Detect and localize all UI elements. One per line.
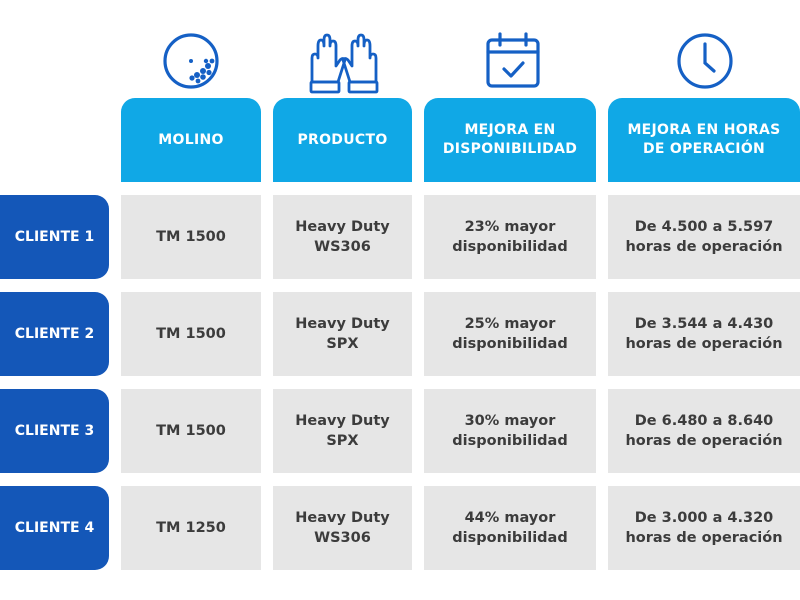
cell-disponibilidad: 23% mayor disponibilidad — [424, 195, 596, 279]
cell-disponibilidad: 25% mayor disponibilidad — [424, 292, 596, 376]
cell-molino: TM 1500 — [121, 292, 261, 376]
cell-text: De 6.480 a 8.640 horas de operación — [625, 413, 783, 449]
cell-text: De 3.544 a 4.430 horas de operación — [625, 316, 783, 352]
cell-disponibilidad: 30% mayor disponibilidad — [424, 389, 596, 473]
cliente-label: CLIENTE 4 — [14, 520, 95, 536]
row-label-cliente-4: CLIENTE 4 — [0, 486, 109, 570]
cell-text: De 3.000 a 4.320 horas de operación — [625, 510, 783, 546]
calendar-check-icon — [478, 26, 548, 96]
cell-producto: Heavy Duty WS306 — [273, 486, 412, 570]
cell-text: TM 1500 — [156, 229, 226, 245]
header-horas: MEJORA EN HORAS DE OPERACIÓN — [608, 98, 800, 182]
grinding-mill-icon — [156, 26, 226, 96]
cell-text: TM 1500 — [156, 423, 226, 439]
cell-text: Heavy Duty SPX — [295, 316, 390, 352]
cell-horas: De 4.500 a 5.597 horas de operación — [608, 195, 800, 279]
cell-producto: Heavy Duty WS306 — [273, 195, 412, 279]
cell-molino: TM 1500 — [121, 195, 261, 279]
clock-icon — [670, 26, 740, 96]
cell-horas: De 6.480 a 8.640 horas de operación — [608, 389, 800, 473]
header-disponibilidad: MEJORA EN DISPONIBILIDAD — [424, 98, 596, 182]
cliente-label: CLIENTE 1 — [14, 229, 95, 245]
cell-text: De 4.500 a 5.597 horas de operación — [625, 219, 783, 255]
cell-text: 30% mayor disponibilidad — [452, 413, 568, 449]
cell-producto: Heavy Duty SPX — [273, 292, 412, 376]
header-producto: PRODUCTO — [273, 98, 412, 182]
cell-text: 44% mayor disponibilidad — [452, 510, 568, 546]
cliente-label: CLIENTE 2 — [14, 326, 95, 342]
cell-text: Heavy Duty SPX — [295, 413, 390, 449]
cell-text: 23% mayor disponibilidad — [452, 219, 568, 255]
row-label-cliente-1: CLIENTE 1 — [0, 195, 109, 279]
cell-text: 25% mayor disponibilidad — [452, 316, 568, 352]
header-molino: MOLINO — [121, 98, 261, 182]
cell-text: TM 1500 — [156, 326, 226, 342]
cell-horas: De 3.000 a 4.320 horas de operación — [608, 486, 800, 570]
cell-producto: Heavy Duty SPX — [273, 389, 412, 473]
cliente-label: CLIENTE 3 — [14, 423, 95, 439]
cell-horas: De 3.544 a 4.430 horas de operación — [608, 292, 800, 376]
cell-molino: TM 1500 — [121, 389, 261, 473]
cell-text: TM 1250 — [156, 520, 226, 536]
cell-disponibilidad: 44% mayor disponibilidad — [424, 486, 596, 570]
row-label-cliente-2: CLIENTE 2 — [0, 292, 109, 376]
cell-molino: TM 1250 — [121, 486, 261, 570]
gloves-icon — [306, 26, 382, 96]
header-producto-label: PRODUCTO — [297, 131, 388, 148]
header-disponibilidad-label: MEJORA EN DISPONIBILIDAD — [442, 122, 578, 157]
cell-text: Heavy Duty WS306 — [295, 510, 390, 546]
row-label-cliente-3: CLIENTE 3 — [0, 389, 109, 473]
header-horas-label: MEJORA EN HORAS DE OPERACIÓN — [627, 122, 781, 157]
header-molino-label: MOLINO — [158, 131, 224, 148]
cell-text: Heavy Duty WS306 — [295, 219, 390, 255]
